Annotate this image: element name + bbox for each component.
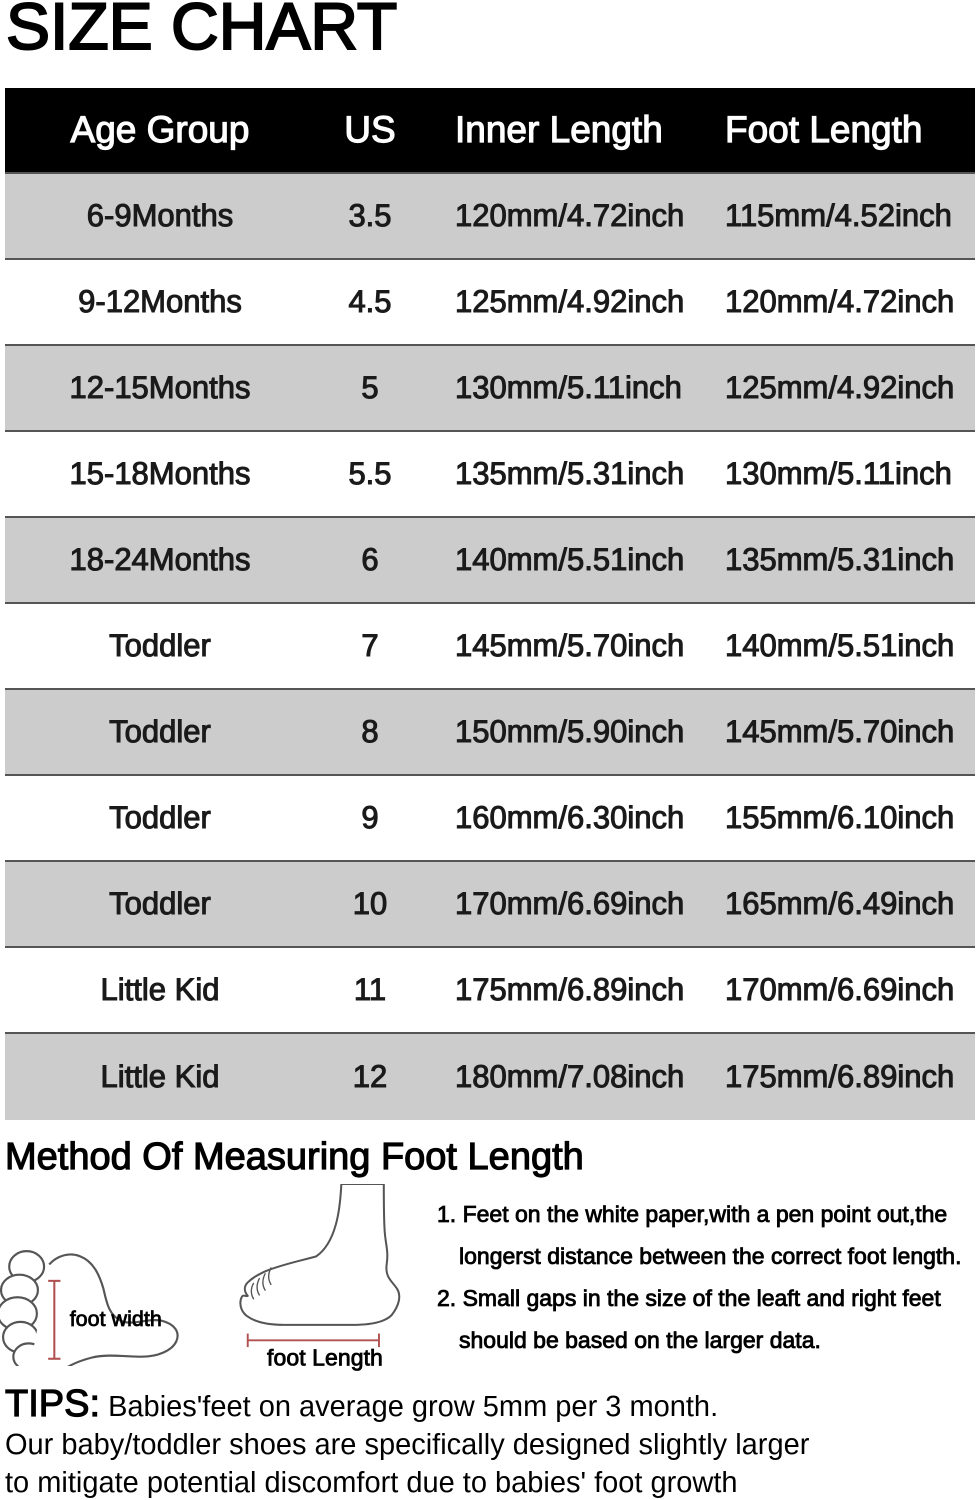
svg-text:foot width: foot width <box>69 1307 162 1331</box>
svg-text:foot Length: foot Length <box>266 1344 383 1371</box>
